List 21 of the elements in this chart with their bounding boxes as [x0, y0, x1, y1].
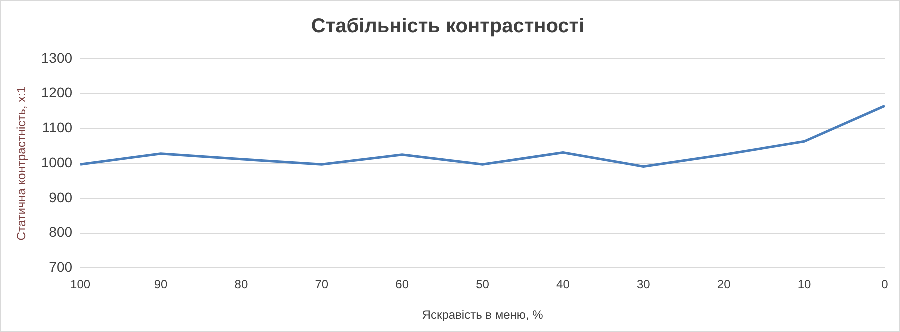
- y-tick-label: 700: [49, 259, 73, 276]
- y-tick-label: 1000: [41, 154, 73, 170]
- y-tick-label: 1100: [42, 120, 73, 136]
- x-tick-label: 70: [315, 278, 329, 292]
- chart-title: Стабільність контрастності: [311, 16, 585, 38]
- x-tick-label: 100: [70, 278, 91, 292]
- y-tick-label: 900: [49, 189, 73, 206]
- y-tick-label: 1200: [41, 84, 73, 101]
- x-tick-label: 0: [882, 278, 889, 292]
- y-tick-label: 1300: [41, 50, 73, 66]
- x-tick-label: 50: [476, 278, 490, 292]
- x-tick-label: 20: [717, 278, 732, 292]
- y-tick-label: 800: [49, 224, 73, 240]
- x-tick-label: 60: [396, 278, 410, 292]
- x-tick-label: 90: [154, 278, 168, 292]
- x-axis-title: Яскравість в меню, %: [422, 308, 544, 322]
- x-tick-label: 10: [798, 278, 812, 292]
- y-axis-title: Статична контрастність, x:1: [14, 86, 29, 241]
- x-tick-label: 40: [556, 278, 570, 292]
- x-tick-label: 80: [234, 278, 248, 292]
- x-tick-label: 30: [636, 278, 651, 292]
